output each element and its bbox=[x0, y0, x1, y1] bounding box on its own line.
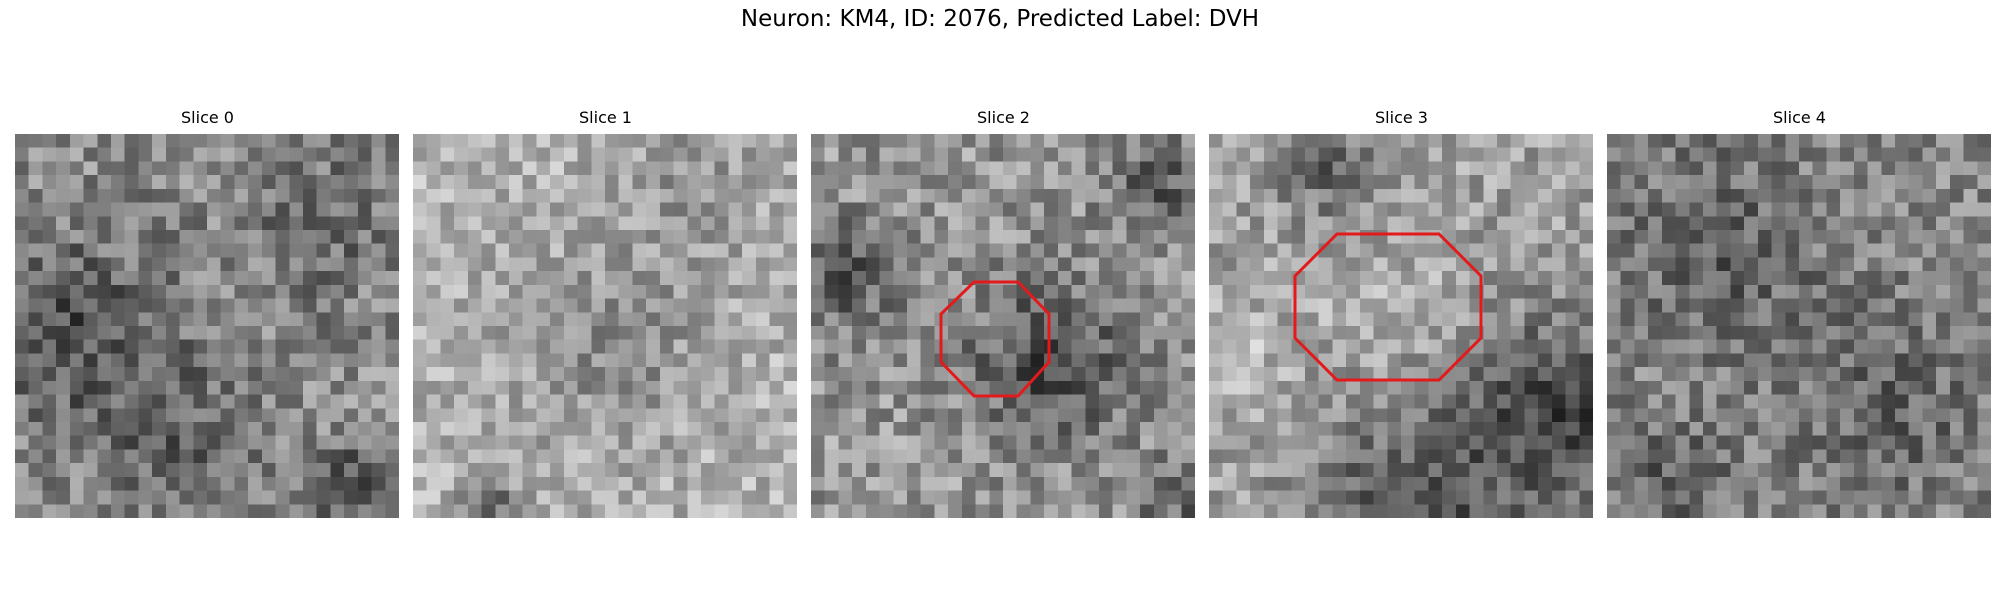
slice-image-3 bbox=[1209, 134, 1593, 518]
slice-image-1 bbox=[413, 134, 797, 518]
slice-title-4: Slice 4 bbox=[1773, 108, 1826, 127]
slice-title-0: Slice 0 bbox=[181, 108, 234, 127]
neuron-outline-3 bbox=[1293, 232, 1483, 382]
neuron-outline-polygon-3 bbox=[1293, 232, 1483, 382]
neuron-outline-2 bbox=[939, 280, 1051, 398]
neuron-outline-polygon-2 bbox=[939, 280, 1051, 398]
slice-panel-1: Slice 1 bbox=[413, 108, 798, 518]
slice-image-4 bbox=[1607, 134, 1991, 518]
slice-image-2 bbox=[811, 134, 1195, 518]
figure-title: Neuron: KM4, ID: 2076, Predicted Label: … bbox=[740, 6, 1260, 32]
slice-panel-4: Slice 4 bbox=[1607, 108, 1992, 518]
slice-panel-0: Slice 0 bbox=[15, 108, 400, 518]
slice-title-2: Slice 2 bbox=[977, 108, 1030, 127]
slice-panel-3: Slice 3 bbox=[1209, 108, 1594, 518]
slice-title-3: Slice 3 bbox=[1375, 108, 1428, 127]
slice-panel-2: Slice 2 bbox=[811, 108, 1196, 518]
slice-image-0 bbox=[15, 134, 399, 518]
slice-title-1: Slice 1 bbox=[579, 108, 632, 127]
